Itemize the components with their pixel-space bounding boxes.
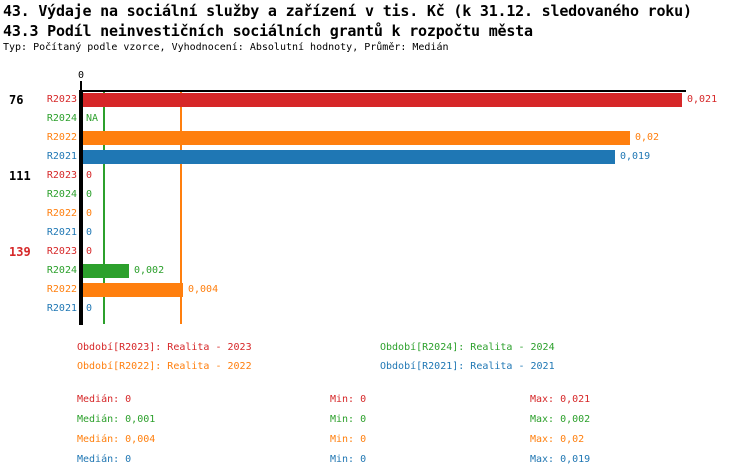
bar-value-label: 0 [86, 246, 93, 257]
bar-row-111-r2021: R2021 0 [0, 226, 750, 240]
bar [83, 283, 183, 297]
series-label: R2024 [46, 113, 77, 124]
stat-min-r2022: Min: 0 [330, 434, 367, 445]
series-label: R2023 [46, 94, 77, 105]
series-label: R2021 [46, 303, 77, 314]
group-label-111: 111 [9, 169, 31, 183]
chart-title: 43. Výdaje na sociální služby a zařízení… [3, 2, 692, 20]
bar-value-label: 0 [86, 227, 93, 238]
stat-min-r2021: Min: 0 [330, 454, 367, 465]
chart-subtitle: 43.3 Podíl neinvestičních sociálních gra… [3, 22, 533, 40]
series-label: R2024 [46, 189, 77, 200]
bar-value-label: 0,019 [620, 151, 651, 162]
stat-median-r2021: Medián: 0 [77, 454, 132, 465]
series-label: R2022 [46, 284, 77, 295]
bar-value-label: 0,021 [687, 94, 718, 105]
legend-item-r2021: Období[R2021]: Realita - 2021 [380, 361, 555, 372]
group-label-139: 139 [9, 245, 31, 259]
stat-min-r2024: Min: 0 [330, 414, 367, 425]
median-gridline-r2022 [180, 92, 182, 324]
bar-row-139-r2022: R2022 0,004 [0, 283, 750, 297]
stat-median-r2024: Medián: 0,001 [77, 414, 156, 425]
bar-row-139-r2023: R2023 0 [0, 245, 750, 259]
series-label: R2021 [46, 151, 77, 162]
stat-max-r2021: Max: 0,019 [530, 454, 591, 465]
axis-zero-line [79, 92, 83, 325]
bar-value-label: 0 [86, 208, 93, 219]
bar-row-111-r2023: R2023 0 [0, 169, 750, 183]
bar [83, 150, 615, 164]
series-label: R2022 [46, 132, 77, 143]
stat-median-r2022: Medián: 0,004 [77, 434, 156, 445]
bar-value-label: 0 [86, 170, 93, 181]
bar-row-76-r2024: R2024 NA [0, 112, 750, 126]
axis-top-line [79, 90, 686, 92]
bar-value-label: 0,004 [188, 284, 219, 295]
bar-row-139-r2024: R2024 0,002 [0, 264, 750, 278]
series-label: R2024 [46, 265, 77, 276]
stat-max-r2023: Max: 0,021 [530, 394, 591, 405]
series-label: R2023 [46, 246, 77, 257]
group-label-76: 76 [9, 93, 24, 107]
bar-row-111-r2024: R2024 0 [0, 188, 750, 202]
stat-max-r2022: Max: 0,02 [530, 434, 585, 445]
series-label: R2022 [46, 208, 77, 219]
bar [83, 131, 630, 145]
bar-value-label: 0,002 [134, 265, 165, 276]
bar-row-139-r2021: R2021 0 [0, 302, 750, 316]
legend-item-r2024: Období[R2024]: Realita - 2024 [380, 342, 555, 353]
series-label: R2021 [46, 227, 77, 238]
chart-meta: Typ: Počítaný podle vzorce, Vyhodnocení:… [3, 42, 449, 53]
bar-value-label: 0 [86, 303, 93, 314]
stat-min-r2023: Min: 0 [330, 394, 367, 405]
bar-value-label: NA [86, 113, 99, 124]
bar [83, 93, 682, 107]
bar-row-76-r2023: R2023 0,021 [0, 93, 750, 107]
bar-row-111-r2022: R2022 0 [0, 207, 750, 221]
legend-item-r2022: Období[R2022]: Realita - 2022 [77, 361, 252, 372]
median-gridline-r2024 [103, 92, 105, 324]
bar-value-label: 0,02 [635, 132, 660, 143]
bar-row-76-r2022: R2022 0,02 [0, 131, 750, 145]
bar-row-76-r2021: R2021 0,019 [0, 150, 750, 164]
series-label: R2023 [46, 170, 77, 181]
axis-zero-label: 0 [77, 70, 85, 81]
bar-value-label: 0 [86, 189, 93, 200]
legend-item-r2023: Období[R2023]: Realita - 2023 [77, 342, 252, 353]
stat-max-r2024: Max: 0,002 [530, 414, 591, 425]
stat-median-r2023: Medián: 0 [77, 394, 132, 405]
axis-tick [80, 81, 82, 91]
bar [83, 264, 129, 278]
